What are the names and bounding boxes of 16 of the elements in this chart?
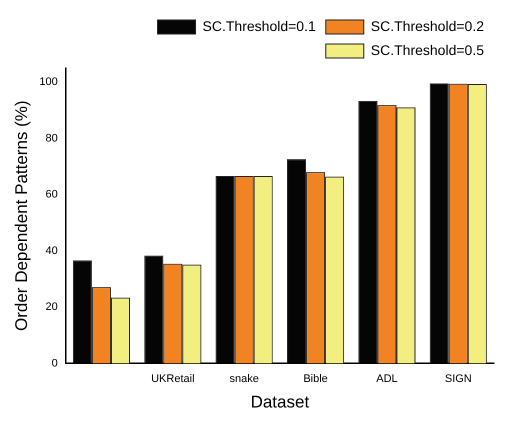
x-tick-label: SIGN (444, 373, 472, 386)
y-tick-label: 100 (39, 76, 58, 88)
y-tick-label: 40 (46, 244, 58, 257)
x-axis-title: Dataset (250, 392, 310, 412)
legend-label: SC.Threshold=0.1 (202, 18, 316, 34)
y-tick-label: 0 (52, 357, 58, 370)
y-tick-label: 20 (46, 301, 58, 314)
y-tick-label: 80 (46, 132, 58, 144)
x-tick-label: ADL (376, 373, 398, 386)
legend-label: SC.Threshold=0.2 (370, 18, 484, 34)
x-tick-label: UKRetail (151, 373, 195, 386)
x-tick-label: snake (230, 373, 259, 386)
y-axis-title: Order Dependent Patterns (%) (12, 100, 31, 331)
legend-label: SC.Threshold=0.5 (370, 42, 484, 58)
y-tick-label: 60 (46, 188, 58, 201)
x-tick-label: Bible (303, 373, 328, 386)
